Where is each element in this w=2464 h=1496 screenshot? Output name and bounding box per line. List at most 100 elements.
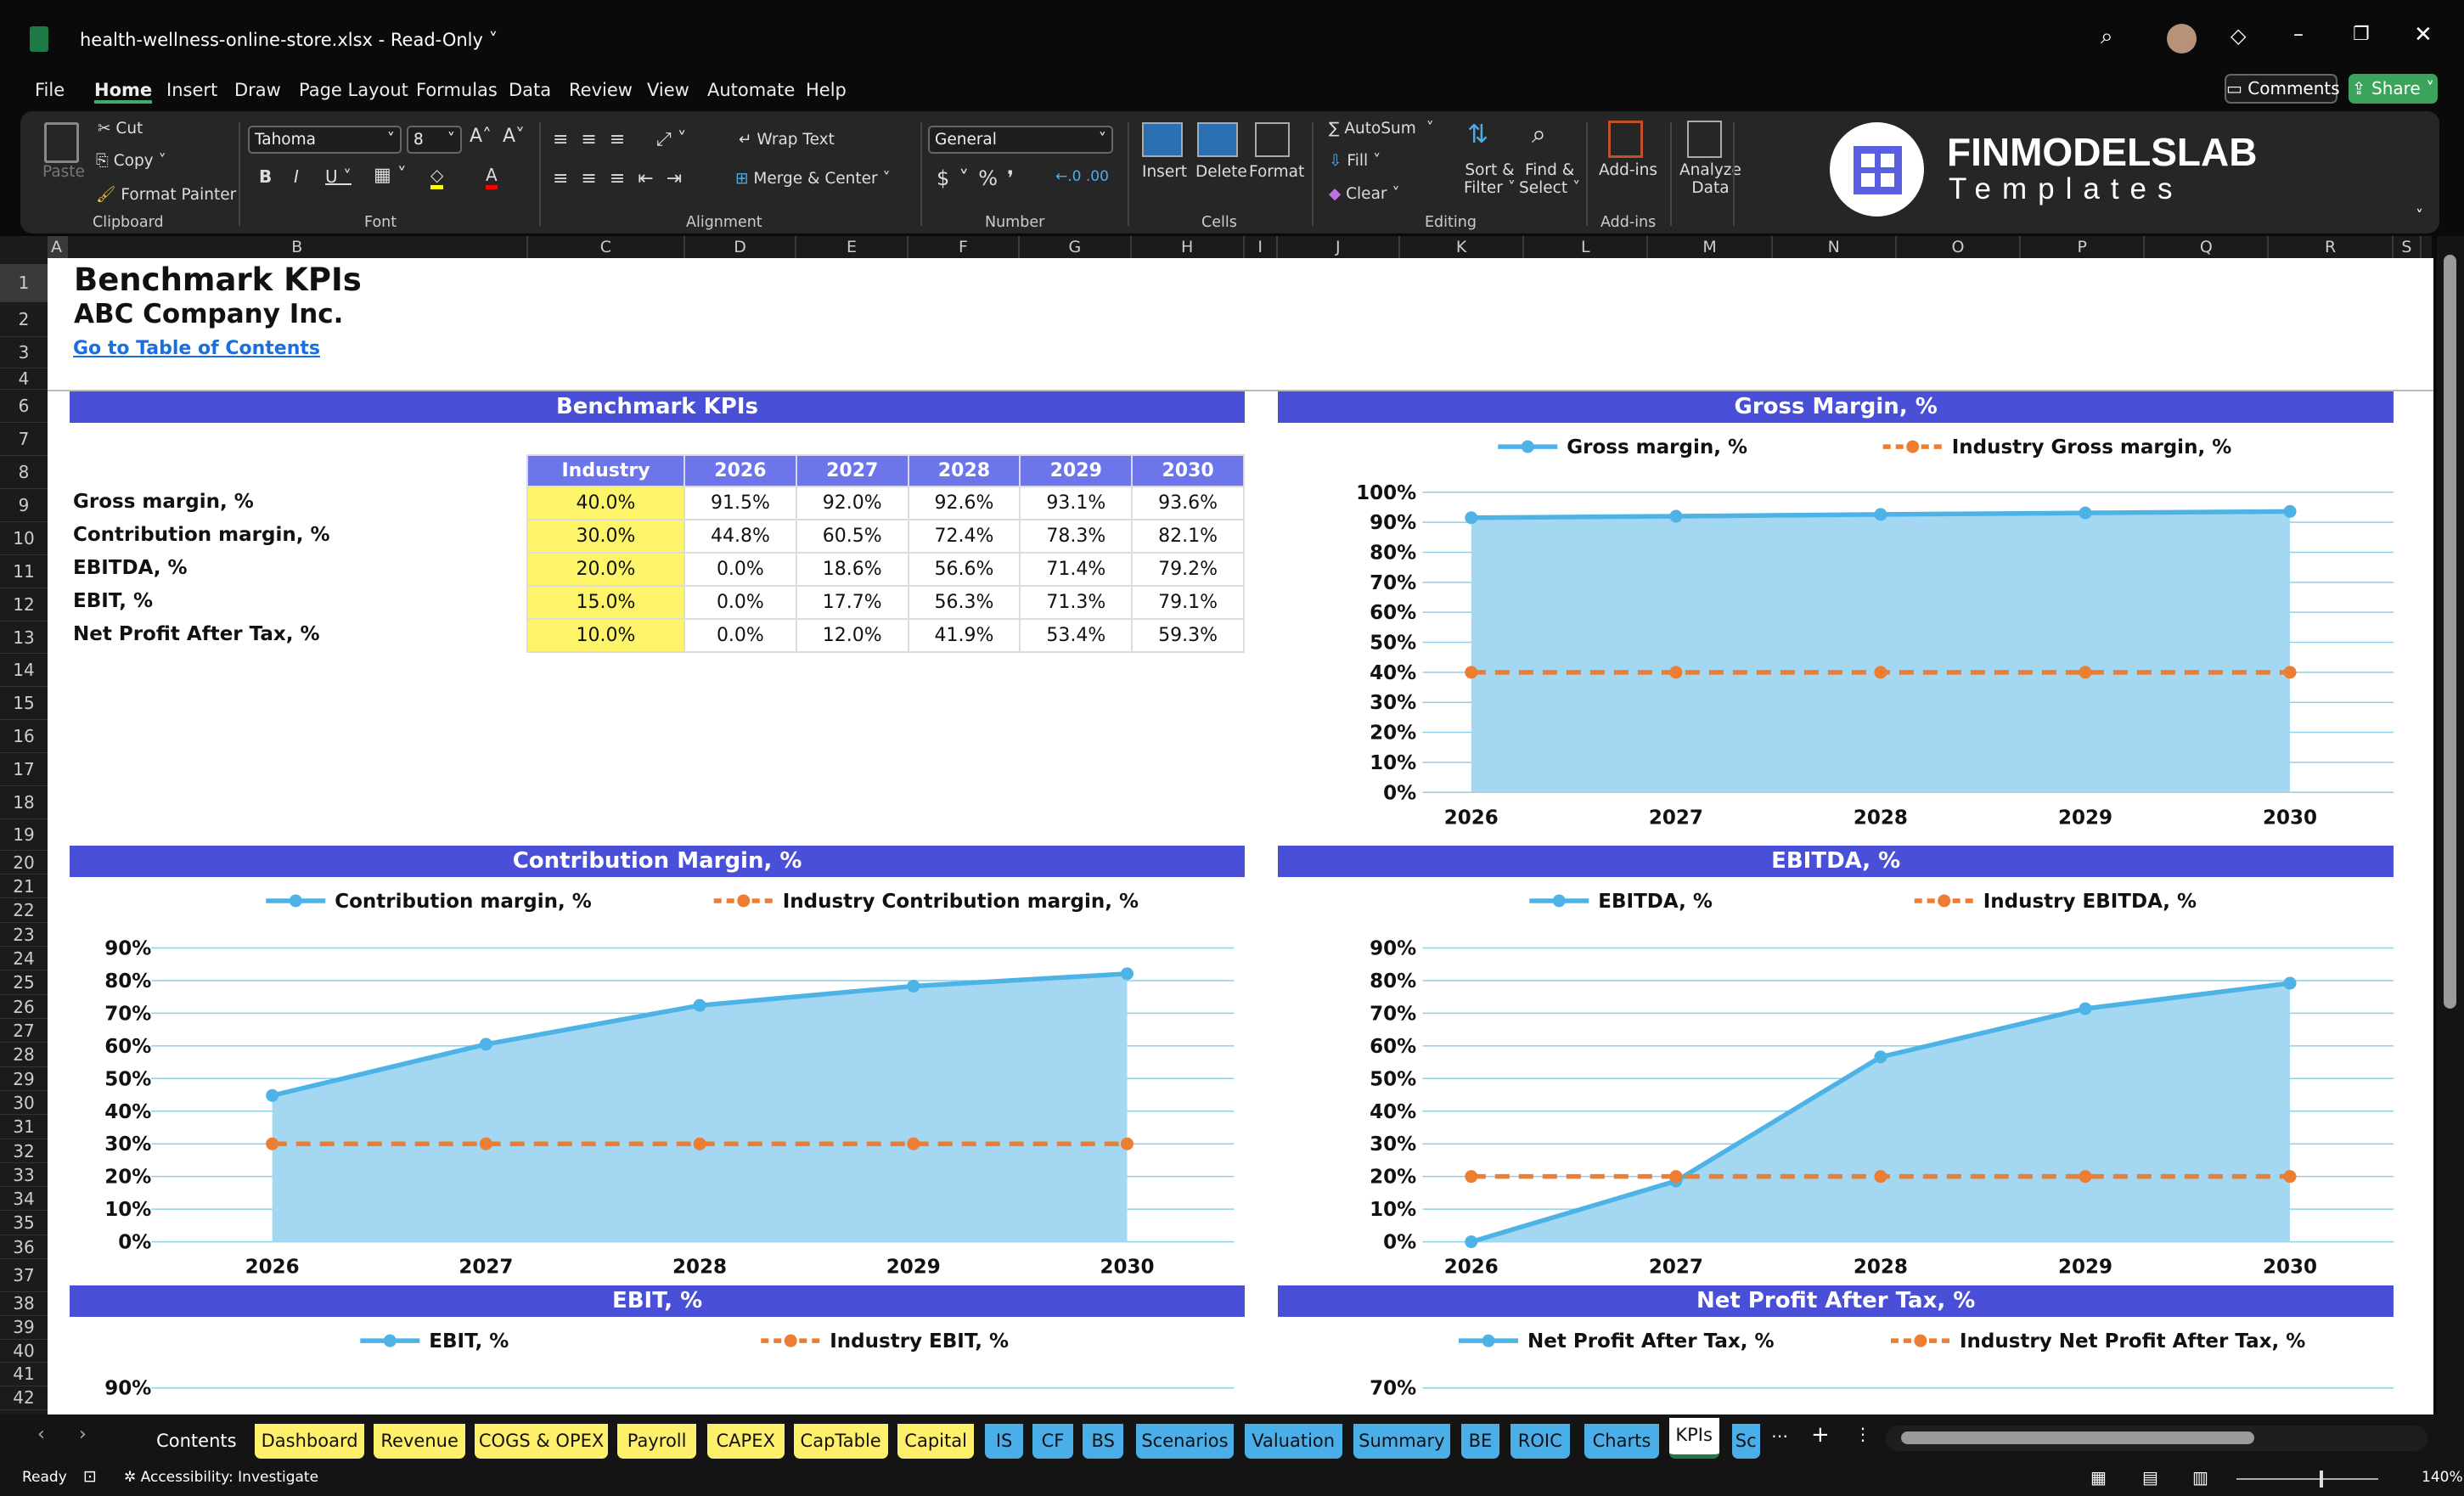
addins-icon[interactable] [1608,121,1643,158]
industry-point[interactable] [2283,1170,2297,1184]
column-header[interactable]: F [909,236,1021,258]
sheet-tab-capex[interactable]: CAPEX [706,1424,785,1459]
value-cell[interactable]: 0.0% [684,552,797,587]
series-point[interactable] [1874,508,1887,521]
row-header[interactable]: 13 [0,621,48,655]
format-painter-button[interactable]: 🖌 Format Painter [96,185,236,204]
borders-icon[interactable]: ▦ ˅ [374,165,407,186]
column-header[interactable]: Q [2145,236,2270,258]
sheet-tab-summary[interactable]: Summary [1353,1424,1451,1459]
industry-point[interactable] [2079,1170,2092,1184]
row-header[interactable]: 33 [0,1163,48,1188]
row-header[interactable]: 17 [0,753,48,786]
decimal-icons[interactable]: ←.0 .00 [1055,168,1109,185]
sheet-tab-revenue[interactable]: Revenue [374,1424,465,1459]
row-header[interactable]: 16 [0,720,48,753]
row-header[interactable]: 32 [0,1139,48,1163]
column-header[interactable]: S [2394,236,2422,258]
value-cell[interactable]: 71.3% [1019,585,1134,620]
row-header[interactable]: 1 [0,264,48,302]
row-header[interactable]: 20 [0,851,48,875]
series-point[interactable] [2079,506,2092,520]
find-select-button[interactable]: Find & Select ˅ [1519,161,1580,197]
wrap-text-button[interactable]: ↵ Wrap Text [739,131,835,149]
column-header[interactable]: A [47,236,68,258]
row-header[interactable]: 24 [0,947,48,971]
row-header[interactable]: 36 [0,1235,48,1260]
column-header[interactable]: B [68,236,528,258]
sheet-tab-cogs-opex[interactable]: COGS & OPEX [474,1424,609,1459]
menu-review[interactable]: Review [569,80,633,100]
restore-icon[interactable]: ❐ [2353,24,2370,45]
accessibility-button[interactable]: ✲ Accessibility: Investigate [124,1469,319,1486]
row-header[interactable]: 40 [0,1340,48,1364]
minimize-icon[interactable]: – [2293,22,2304,46]
row-header[interactable]: 8 [0,456,48,490]
horizontal-scrollbar[interactable] [1886,1426,2427,1451]
find-icon[interactable]: ⌕ [1532,120,1546,149]
more-sheets-icon[interactable]: ⋯ [1771,1426,1788,1446]
delete-cells-icon[interactable] [1197,122,1238,157]
vertical-align-icons[interactable]: ≡≡≡ [553,129,639,150]
sheet-tab-sc[interactable]: Sc [1731,1424,1760,1459]
decrease-font-icon[interactable]: A˅ [503,126,526,147]
value-cell[interactable]: 79.1% [1131,585,1245,620]
menu-file[interactable]: File [35,80,65,100]
sort-filter-icon[interactable]: ⇅ [1467,120,1489,149]
series-point[interactable] [2079,1002,2092,1015]
value-cell[interactable]: 0.0% [684,585,797,620]
value-cell[interactable]: 56.6% [907,552,1021,587]
industry-cell[interactable]: 40.0% [526,486,685,520]
industry-cell[interactable]: 15.0% [526,585,685,620]
row-header[interactable]: 27 [0,1019,48,1043]
value-cell[interactable]: 12.0% [795,618,909,653]
value-cell[interactable]: 93.6% [1131,486,1245,520]
sheet-tab-dashboard[interactable]: Dashboard [254,1424,365,1459]
row-header[interactable]: 19 [0,819,48,851]
row-header[interactable]: 42 [0,1386,48,1410]
row-header[interactable]: 37 [0,1259,48,1292]
paste-icon[interactable] [44,122,79,163]
row-header[interactable]: 7 [0,423,48,457]
normal-view-icon[interactable]: ▦ [2090,1467,2107,1488]
font-color-icon[interactable]: A [486,165,498,189]
toc-link[interactable]: Go to Table of Contents [73,338,320,359]
sort-filter-button[interactable]: Sort & Filter ˅ [1464,161,1516,197]
value-cell[interactable]: 0.0% [684,618,797,653]
comments-button[interactable]: ▭ Comments [2225,74,2340,104]
menu-view[interactable]: View [647,80,689,100]
series-point[interactable] [1465,511,1478,525]
value-cell[interactable]: 59.3% [1131,618,1245,653]
row-header[interactable]: 25 [0,970,48,995]
vertical-scrollbar[interactable] [2437,236,2464,1414]
column-header[interactable]: K [1400,236,1525,258]
column-header[interactable]: M [1648,236,1773,258]
column-header[interactable]: D [685,236,797,258]
series-point[interactable] [479,1038,492,1051]
value-cell[interactable]: 91.5% [684,486,797,520]
font-size-select[interactable]: 8 ˅ [407,126,462,154]
row-header[interactable]: 38 [0,1292,48,1316]
format-button[interactable]: Format [1249,163,1305,181]
value-cell[interactable]: 41.9% [907,618,1021,653]
menu-formulas[interactable]: Formulas [416,80,498,100]
row-header[interactable]: 10 [0,522,48,555]
number-format-icons[interactable]: $˅%❜ [937,166,1023,190]
font-name-select[interactable]: Tahoma ˅ [248,126,402,154]
next-sheet-icon[interactable]: › [79,1424,87,1445]
value-cell[interactable]: 44.8% [684,519,797,554]
options-icon[interactable]: ⋮ [1854,1424,1871,1444]
industry-point[interactable] [1120,1137,1134,1150]
value-cell[interactable]: 72.4% [907,519,1021,554]
value-cell[interactable]: 92.0% [795,486,909,520]
row-header[interactable]: 15 [0,687,48,721]
sheet-tab-be[interactable]: BE [1461,1424,1499,1459]
delete-button[interactable]: Delete [1195,163,1247,181]
value-cell[interactable]: 93.1% [1019,486,1134,520]
value-cell[interactable]: 82.1% [1131,519,1245,554]
series-point[interactable] [266,1088,279,1102]
autosum-button[interactable]: ∑ AutoSum ˅ [1329,120,1434,138]
industry-point[interactable] [2079,666,2092,679]
column-header[interactable]: P [2021,236,2146,258]
cut-button[interactable]: ✂ Cut [98,120,143,138]
